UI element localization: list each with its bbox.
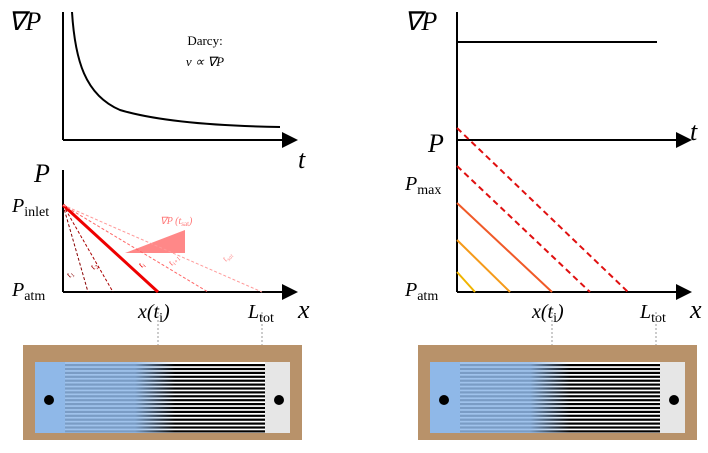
line-label: ti+1 [166, 252, 182, 268]
y-label: P [33, 159, 50, 188]
pressure-curve [72, 12, 280, 127]
note: Darcy: [187, 33, 222, 48]
x-label: x [689, 295, 702, 324]
note: v ∝ ∇P [186, 54, 224, 69]
slope-triangle [125, 230, 185, 253]
profile [457, 203, 552, 292]
profile [457, 240, 510, 292]
label: x(ti) [531, 301, 564, 326]
y-label: ∇P [8, 7, 41, 36]
y-label: ∇P [404, 7, 437, 36]
profile [457, 166, 590, 292]
label: Pmax [404, 173, 441, 198]
label: x(ti) [137, 301, 170, 326]
label: Pinlet [11, 195, 49, 220]
device [23, 345, 302, 440]
diagram: ∇P t Darcy: v ∝ ∇P P x Pinlet Patm x(ti)… [0, 0, 708, 453]
port [44, 395, 54, 405]
line-label: ti [136, 259, 148, 270]
right-panel: ∇P t P x Pmax Patm x(ti) Ltot [404, 7, 702, 440]
label: Ltot [639, 301, 666, 326]
port [274, 395, 284, 405]
line-label: tsat [220, 249, 236, 264]
fluid [65, 362, 265, 433]
profile [457, 128, 628, 292]
label: Patm [11, 279, 45, 304]
y-label: P [427, 129, 444, 158]
device [418, 345, 697, 440]
line-label: t1 [64, 269, 77, 281]
port [439, 395, 449, 405]
x-label: t [690, 117, 698, 146]
label: Ltot [247, 301, 274, 326]
x-label: x [297, 295, 310, 324]
label: Patm [404, 279, 438, 304]
left-panel: ∇P t Darcy: v ∝ ∇P P x Pinlet Patm x(ti)… [8, 7, 310, 440]
line-label-sub: sat [226, 253, 235, 262]
profile [457, 272, 475, 292]
port [669, 395, 679, 405]
line-label-sub: i+1 [172, 256, 182, 267]
fluid [460, 362, 660, 433]
slope-label: ∇P (tsat) [160, 216, 193, 228]
x-label: t [298, 145, 306, 174]
